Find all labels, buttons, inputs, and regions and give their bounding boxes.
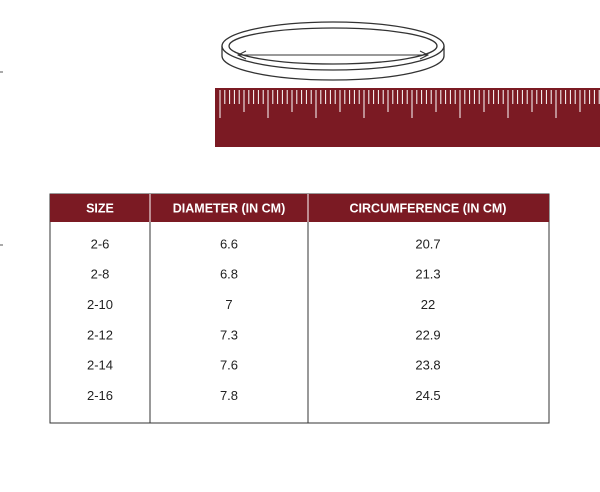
table-cell: 7.8 xyxy=(220,388,238,403)
table-cell: 7.6 xyxy=(220,358,238,373)
table-cell: 6.6 xyxy=(220,236,238,251)
table-cell: 22.9 xyxy=(415,327,440,342)
table-cell: 2-16 xyxy=(87,388,113,403)
table-cell: 6.8 xyxy=(220,267,238,282)
table-cell: 23.8 xyxy=(415,358,440,373)
table-cell: 2-10 xyxy=(87,297,113,312)
column-header: DIAMETER (IN CM) xyxy=(173,201,286,215)
column-header: SIZE xyxy=(86,201,114,215)
column-header: CIRCUMFERENCE (IN CM) xyxy=(350,201,507,215)
table-cell: 2-12 xyxy=(87,327,113,342)
table-cell: 7 xyxy=(225,297,232,312)
table-cell: 20.7 xyxy=(415,236,440,251)
table-cell: 2-14 xyxy=(87,358,113,373)
size-table: SIZE DIAMETER (IN CM) CIRCUMFERENCE (IN CM… xyxy=(49,193,550,424)
table-cell: 24.5 xyxy=(415,388,440,403)
ruler-ticks xyxy=(219,90,600,118)
table-cell: 2-6 xyxy=(91,236,110,251)
table-cell: 21.3 xyxy=(415,267,440,282)
bangle xyxy=(221,21,445,81)
table-cell: 7.3 xyxy=(220,327,238,342)
table-cell: 2-8 xyxy=(91,267,110,282)
table-cell: 22 xyxy=(421,297,435,312)
